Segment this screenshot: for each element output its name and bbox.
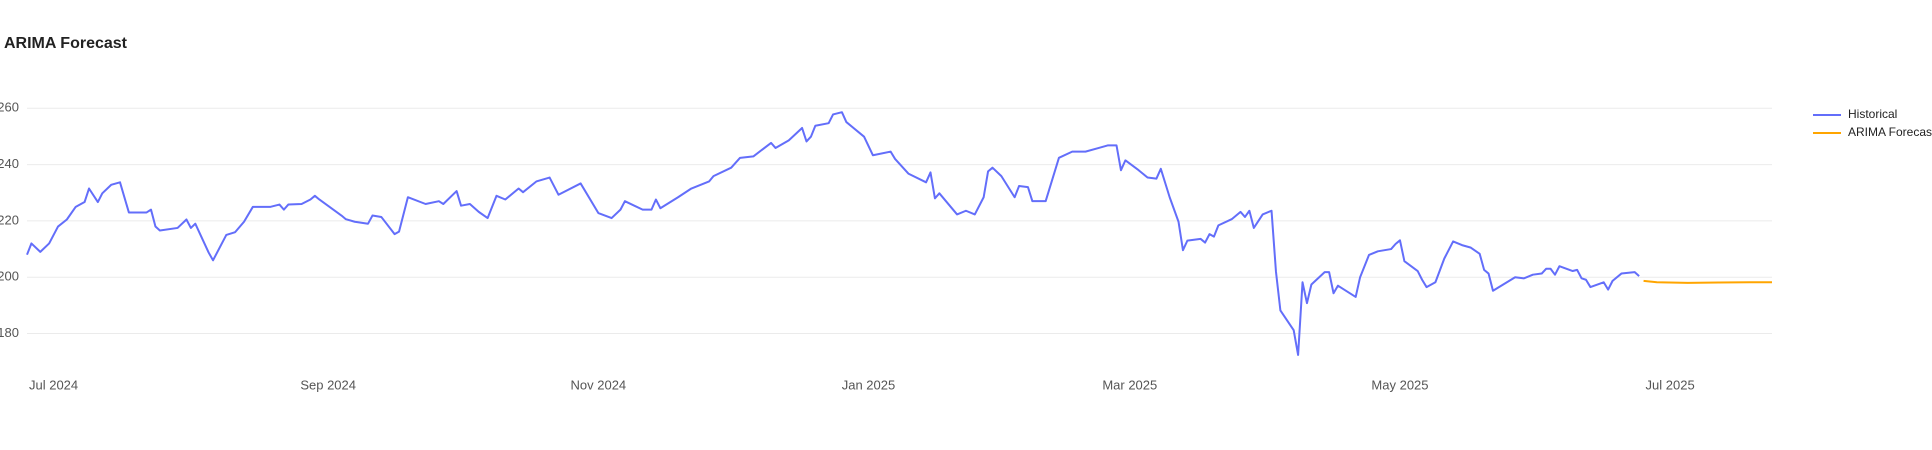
x-tick-label: May 2025 [1371, 377, 1428, 392]
legend-label: ARIMA Forecast [1848, 125, 1932, 139]
y-tick-label: 180 [0, 325, 19, 340]
chart-title: ARIMA Forecast [4, 35, 128, 52]
x-tick-label: Jan 2025 [842, 377, 896, 392]
y-tick-label: 260 [0, 100, 19, 115]
x-tick-label: Jul 2024 [29, 377, 78, 392]
legend: Historical ARIMA Forecast [1813, 107, 1932, 139]
y-tick-label: 240 [0, 156, 19, 171]
legend-label: Historical [1848, 107, 1897, 121]
x-tick-label: Jul 2025 [1646, 377, 1695, 392]
series-line [26, 111, 1640, 356]
y-tick-label: 220 [0, 212, 19, 227]
y-tick-label: 200 [0, 269, 19, 284]
x-tick-label: Mar 2025 [1102, 377, 1157, 392]
series-line [1643, 279, 1772, 284]
x-tick-label: Nov 2024 [571, 377, 627, 392]
x-tick-label: Sep 2024 [300, 377, 356, 392]
